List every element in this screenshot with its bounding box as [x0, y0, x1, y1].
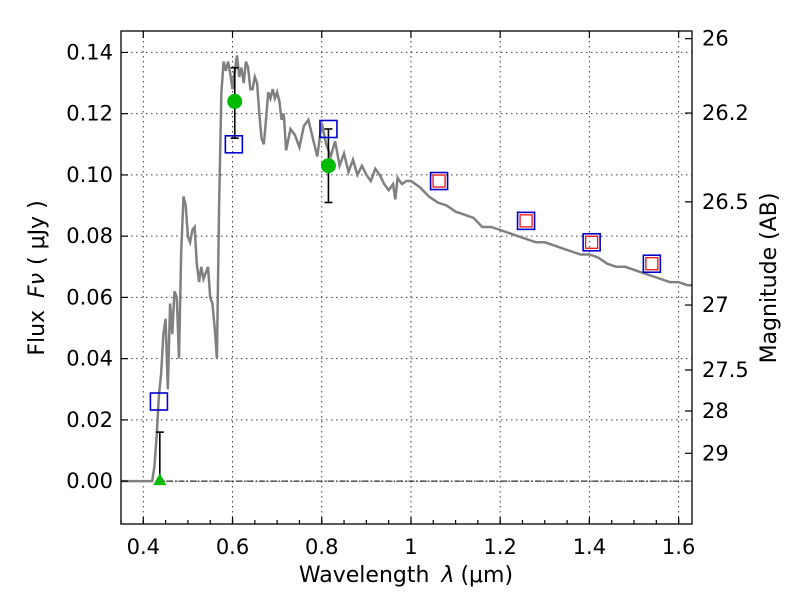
y-tick-label: 0.08 [66, 224, 113, 248]
y2-tick-label: 28 [702, 399, 729, 423]
detection-point [227, 93, 243, 109]
observed-photometry-point [645, 257, 659, 271]
x-tick-label: 0.6 [216, 535, 249, 559]
y2-axis-label: Magnitude (AB) [757, 193, 782, 364]
y-tick-label: 0.02 [66, 408, 113, 432]
model-photometry-point [642, 254, 662, 274]
y-tick-label: 0.00 [66, 469, 113, 493]
model-photometry-point [429, 171, 449, 191]
y2-tick-label: 26.2 [702, 101, 749, 125]
y2-tick-label: 26 [702, 27, 729, 51]
non-detection-point [153, 473, 167, 486]
y2-tick-label: 27 [702, 293, 729, 317]
detection-point [320, 158, 336, 174]
x-tick-label: 1 [404, 535, 417, 559]
photometry-markers [149, 93, 662, 486]
y-tick-label: 0.06 [66, 285, 113, 309]
plot-area [121, 55, 692, 486]
y2-tick-label: 26.5 [702, 190, 749, 214]
observed-photometry-point [432, 174, 446, 188]
model-photometry-point [224, 134, 244, 154]
y2-axis: 26 26.2 26.5 27 27.5 28 29 [685, 27, 749, 465]
x-tick-label: 1.6 [662, 535, 695, 559]
model-photometry-point [149, 392, 169, 411]
y-tick-label: 0.14 [66, 40, 113, 64]
model-photometry-point [516, 211, 536, 231]
y2-tick-label: 29 [702, 441, 729, 465]
y2-tick-label: 27.5 [702, 358, 749, 382]
model-photometry-point [582, 232, 601, 252]
observed-photometry-point [519, 214, 533, 228]
x-tick-label: 0.8 [305, 535, 338, 559]
x-tick-label: 0.4 [127, 535, 160, 559]
error-bars [155, 66, 333, 482]
x-tick-label: 1.4 [573, 535, 606, 559]
y-axis: 0.00 0.02 0.04 0.06 0.08 0.10 0.12 0.14 [66, 40, 128, 493]
x-axis-label: Wavelength λ (μm) [299, 563, 513, 588]
y-tick-label: 0.12 [66, 102, 113, 126]
y-tick-label: 0.10 [66, 163, 113, 187]
sed-template-line [121, 55, 692, 483]
model-photometry-point [319, 119, 338, 139]
x-tick-label: 1.2 [483, 535, 516, 559]
observed-photometry-point [584, 235, 599, 249]
plot-frame [120, 30, 693, 525]
grid [121, 31, 692, 524]
y-tick-label: 0.04 [66, 347, 113, 371]
x-axis: 0.4 0.6 0.8 1 1.2 1.4 1.6 [120, 31, 695, 559]
y-axis-label: FluxFν( μJy ) [25, 200, 50, 355]
